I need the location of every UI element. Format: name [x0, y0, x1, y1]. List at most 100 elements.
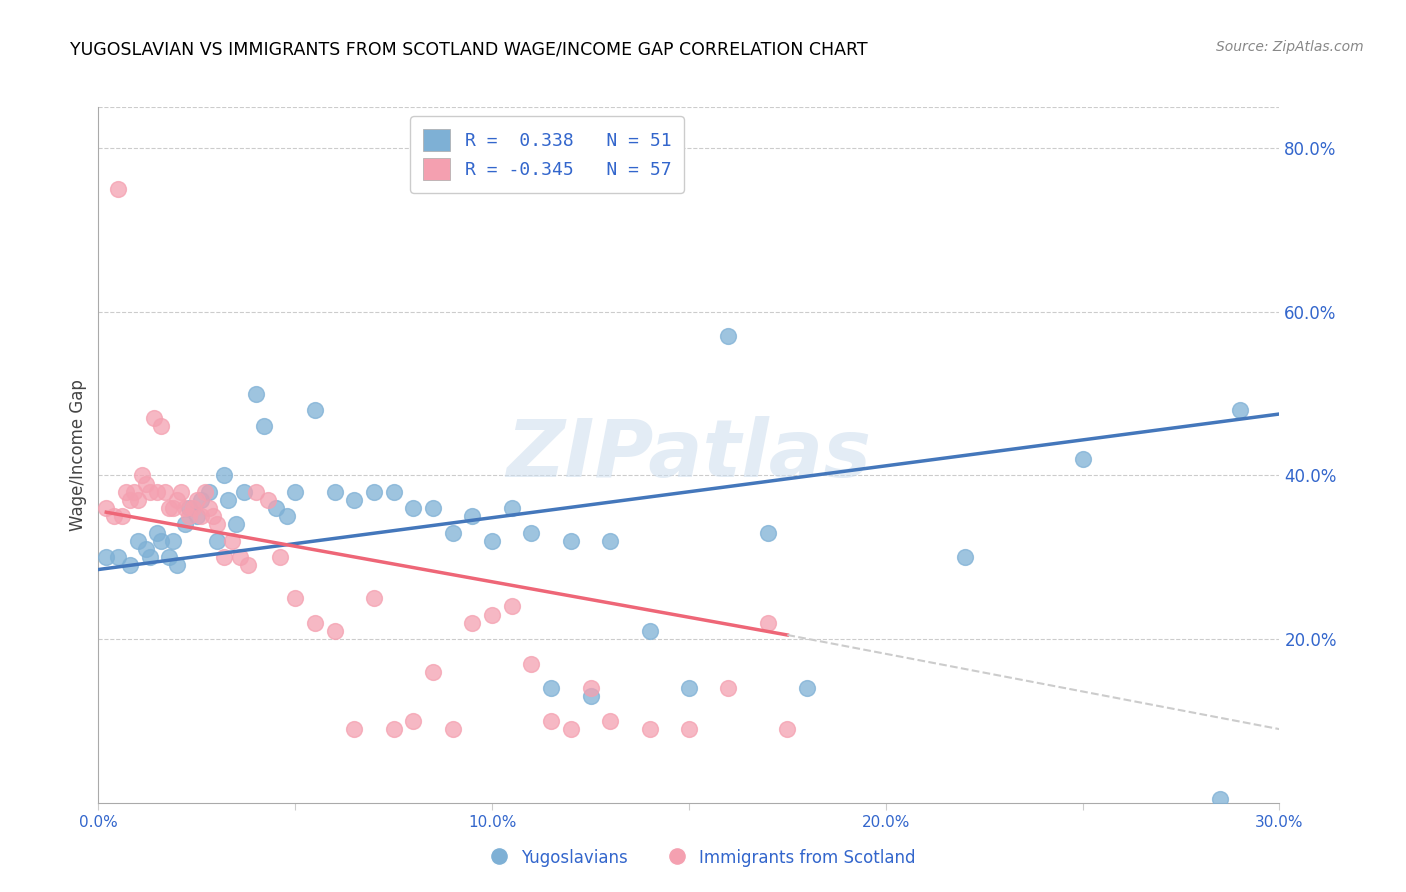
Point [177, 501, 200, 516]
Point [501, 501, 523, 516]
Point [304, 403, 326, 417]
Point [343, 492, 366, 507]
Point [441, 722, 464, 736]
Point [501, 599, 523, 614]
Point [166, 492, 188, 507]
Point [678, 722, 700, 736]
Point [201, 509, 224, 524]
Point [1229, 403, 1251, 417]
Point [174, 501, 197, 516]
Point [174, 517, 197, 532]
Point [245, 484, 267, 499]
Point [422, 501, 444, 516]
Point [599, 533, 621, 548]
Point [599, 714, 621, 728]
Y-axis label: Wage/Income Gap: Wage/Income Gap [69, 379, 87, 531]
Point [146, 484, 169, 499]
Point [214, 550, 236, 565]
Point [481, 607, 503, 622]
Point [284, 484, 307, 499]
Point [717, 329, 740, 343]
Point [118, 492, 141, 507]
Point [181, 501, 204, 516]
Point [111, 509, 134, 524]
Point [170, 484, 193, 499]
Point [197, 501, 219, 516]
Point [461, 615, 484, 630]
Point [304, 615, 326, 630]
Point [127, 492, 149, 507]
Point [233, 484, 256, 499]
Point [217, 492, 239, 507]
Point [225, 517, 247, 532]
Point [520, 525, 543, 540]
Point [135, 476, 157, 491]
Point [118, 558, 141, 573]
Point [142, 411, 165, 425]
Point [402, 714, 425, 728]
Text: Source: ZipAtlas.com: Source: ZipAtlas.com [1216, 40, 1364, 54]
Point [214, 468, 236, 483]
Point [579, 690, 602, 704]
Point [135, 542, 157, 557]
Point [540, 681, 562, 696]
Point [638, 722, 661, 736]
Point [177, 509, 200, 524]
Point [638, 624, 661, 638]
Point [162, 533, 184, 548]
Point [1209, 791, 1232, 805]
Point [138, 550, 160, 565]
Point [323, 624, 346, 638]
Point [150, 419, 173, 434]
Point [363, 591, 385, 606]
Point [96, 550, 118, 565]
Point [103, 509, 125, 524]
Point [146, 525, 169, 540]
Text: ZIPatlas: ZIPatlas [506, 416, 872, 494]
Point [127, 533, 149, 548]
Point [162, 501, 184, 516]
Point [190, 492, 212, 507]
Point [560, 722, 582, 736]
Point [256, 492, 278, 507]
Point [441, 525, 464, 540]
Point [269, 550, 291, 565]
Point [363, 484, 385, 499]
Point [205, 517, 228, 532]
Text: YUGOSLAVIAN VS IMMIGRANTS FROM SCOTLAND WAGE/INCOME GAP CORRELATION CHART: YUGOSLAVIAN VS IMMIGRANTS FROM SCOTLAND … [70, 40, 868, 58]
Legend: R =  0.338   N = 51, R = -0.345   N = 57: R = 0.338 N = 51, R = -0.345 N = 57 [411, 116, 683, 193]
Point [540, 714, 562, 728]
Point [186, 509, 208, 524]
Point [122, 484, 145, 499]
Point [402, 501, 425, 516]
Point [422, 665, 444, 679]
Point [229, 550, 252, 565]
Point [150, 533, 173, 548]
Point [157, 501, 180, 516]
Point [236, 558, 259, 573]
Point [382, 722, 405, 736]
Point [796, 681, 818, 696]
Point [221, 533, 243, 548]
Point [96, 501, 118, 516]
Point [579, 681, 602, 696]
Point [107, 182, 129, 196]
Point [194, 484, 217, 499]
Point [560, 533, 582, 548]
Point [520, 657, 543, 671]
Point [186, 492, 208, 507]
Point [131, 468, 153, 483]
Point [166, 558, 188, 573]
Point [190, 509, 212, 524]
Point [323, 484, 346, 499]
Point [284, 591, 307, 606]
Point [1071, 452, 1094, 467]
Point [276, 509, 298, 524]
Point [107, 550, 129, 565]
Point [481, 533, 503, 548]
Point [115, 484, 138, 499]
Legend: Yugoslavians, Immigrants from Scotland: Yugoslavians, Immigrants from Scotland [484, 841, 922, 875]
Point [461, 509, 484, 524]
Point [717, 681, 740, 696]
Point [756, 615, 779, 630]
